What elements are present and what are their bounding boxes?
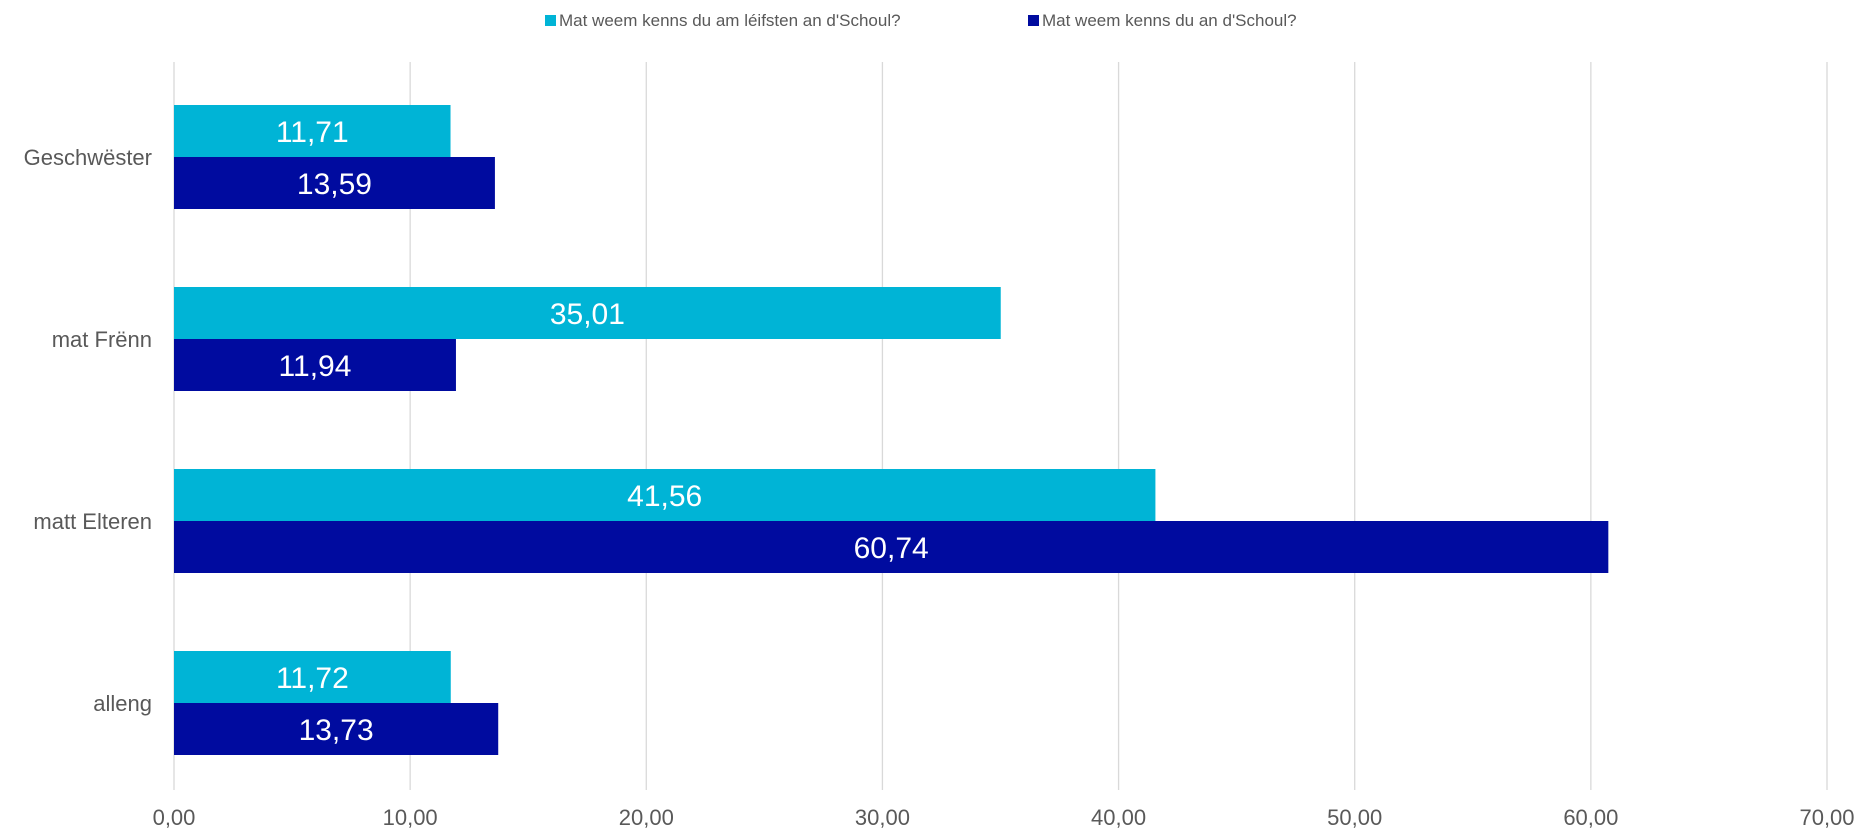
category-label: matt Elteren: [33, 509, 152, 534]
bar-s1-3: [174, 703, 499, 755]
x-tick-label: 70,00: [1799, 805, 1854, 830]
data-label: 35,01: [550, 298, 625, 331]
x-tick-label: 0,00: [153, 805, 196, 830]
category-label: alleng: [93, 691, 152, 716]
data-label: 11,94: [279, 350, 352, 383]
bar-s1-2: [174, 521, 1609, 573]
legend-label: Mat weem kenns du am léifsten an d'Schou…: [559, 11, 901, 30]
bar-s0-2: [174, 469, 1156, 521]
bar-s0-1: [174, 287, 1001, 339]
data-label: 13,73: [299, 714, 374, 747]
x-tick-label: 60,00: [1563, 805, 1618, 830]
data-label: 41,56: [627, 480, 702, 513]
x-tick-label: 10,00: [383, 805, 438, 830]
bar-s0-3: [174, 651, 451, 703]
x-tick-label: 50,00: [1327, 805, 1382, 830]
legend-swatch-0: [545, 15, 556, 26]
bar-s1-0: [174, 157, 495, 209]
bar-s0-0: [174, 105, 451, 157]
data-label: 13,59: [297, 168, 372, 201]
data-label: 60,74: [854, 532, 929, 565]
category-label: Geschwëster: [24, 145, 152, 170]
x-tick-label: 40,00: [1091, 805, 1146, 830]
bar-s1-1: [174, 339, 456, 391]
category-label: mat Frënn: [52, 327, 152, 352]
data-label: 11,71: [276, 116, 349, 149]
legend-label: Mat weem kenns du an d'Schoul?: [1042, 11, 1297, 30]
data-label: 11,72: [276, 662, 349, 695]
x-tick-label: 30,00: [855, 805, 910, 830]
legend-swatch-1: [1028, 15, 1039, 26]
x-tick-label: 20,00: [619, 805, 674, 830]
